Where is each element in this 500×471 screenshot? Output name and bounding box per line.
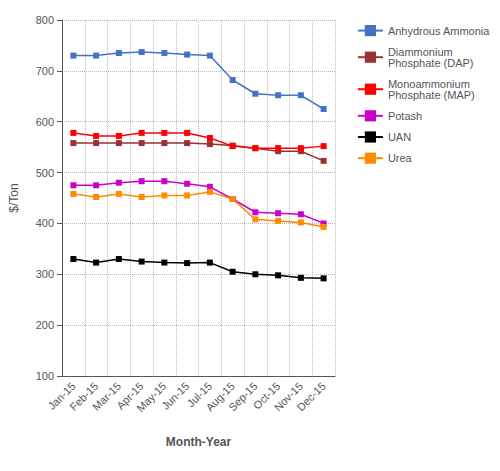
svg-text:Jan-15: Jan-15 — [45, 379, 78, 412]
svg-text:Nov-15: Nov-15 — [271, 379, 306, 414]
svg-text:$/Ton: $/Ton — [7, 183, 21, 212]
svg-text:Urea: Urea — [388, 152, 413, 164]
svg-text:600: 600 — [36, 116, 54, 128]
svg-text:Phosphate (MAP): Phosphate (MAP) — [388, 89, 475, 101]
svg-text:Month-Year: Month-Year — [166, 435, 232, 449]
svg-text:Monoammonium: Monoammonium — [387, 77, 470, 90]
svg-text:500: 500 — [36, 167, 54, 179]
svg-text:Mar-15: Mar-15 — [90, 379, 124, 413]
svg-text:Sep-15: Sep-15 — [226, 379, 260, 414]
svg-text:Oct-15: Oct-15 — [250, 379, 283, 412]
svg-text:Phosphate (DAP): Phosphate (DAP) — [388, 57, 474, 69]
svg-text:Jul-15: Jul-15 — [184, 379, 215, 410]
svg-text:Apr-15: Apr-15 — [114, 379, 146, 412]
svg-text:Anhydrous Ammonia: Anhydrous Ammonia — [388, 25, 490, 37]
svg-text:Potash: Potash — [388, 110, 422, 122]
svg-text:Diammonium: Diammonium — [387, 45, 453, 58]
svg-text:Jun-15: Jun-15 — [159, 380, 191, 412]
svg-text:100: 100 — [36, 370, 54, 382]
svg-text:UAN: UAN — [388, 131, 411, 143]
svg-text:300: 300 — [36, 268, 54, 280]
svg-text:May-15: May-15 — [134, 379, 169, 415]
svg-text:400: 400 — [36, 217, 54, 229]
svg-text:Dec-15: Dec-15 — [294, 380, 328, 414]
svg-text:Aug-15: Aug-15 — [203, 379, 237, 414]
svg-text:700: 700 — [36, 65, 54, 77]
svg-text:Feb-15: Feb-15 — [67, 379, 101, 413]
svg-text:200: 200 — [36, 319, 54, 331]
svg-text:800: 800 — [36, 14, 54, 26]
